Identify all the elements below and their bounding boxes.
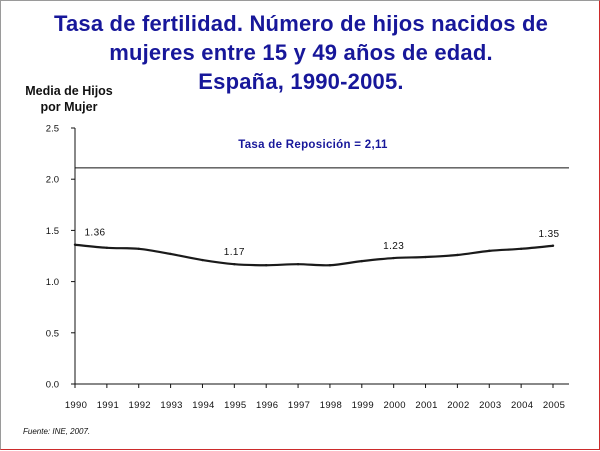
x-tick-label: 1992 [129, 400, 151, 411]
x-tick-label: 1996 [256, 400, 278, 411]
y-axis-label-line-2: por Mujer [40, 100, 98, 114]
chart-title: Tasa de fertilidad. Número de hijos naci… [1, 9, 600, 96]
x-tick-label: 1993 [160, 400, 182, 411]
chart-title-line-2: mujeres entre 15 y 49 años de edad. [109, 40, 493, 65]
y-tick-label: 0.0 [46, 380, 59, 391]
data-point [105, 246, 109, 250]
y-tick-label: 1.0 [46, 277, 59, 288]
data-label: 1.35 [538, 229, 559, 240]
chart-title-line-3: España, 1990-2005. [198, 69, 404, 94]
x-tick-label: 1998 [320, 400, 342, 411]
x-tick-label: 2005 [543, 400, 565, 411]
source-note: Fuente: INE, 2007. [23, 427, 91, 436]
x-tick-label: 1995 [224, 400, 246, 411]
data-point [265, 264, 268, 267]
data-point [296, 262, 300, 266]
data-label: 1.23 [383, 241, 404, 252]
data-point [73, 243, 77, 246]
data-point [551, 244, 555, 247]
x-tick-label: 2001 [415, 400, 437, 411]
x-tick-label: 2002 [447, 400, 469, 411]
x-tick-label: 1990 [65, 400, 87, 411]
y-tick-label: 0.5 [46, 328, 59, 339]
x-tick-label: 1994 [192, 400, 214, 411]
data-point [456, 253, 459, 257]
x-tick-label: 2000 [383, 400, 405, 411]
x-tick-label: 1997 [288, 400, 310, 411]
data-point [201, 258, 204, 262]
y-axis-label-line-1: Media de Hijos [25, 84, 113, 98]
x-tick-label: 1999 [352, 400, 374, 411]
data-label: 1.17 [224, 247, 245, 258]
y-tick-label: 1.5 [46, 226, 59, 237]
replacement-rate-label: Tasa de Reposición = 2,11 [238, 139, 388, 151]
y-tick-label: 2.0 [46, 175, 59, 186]
y-tick-label: 2.5 [46, 124, 59, 135]
x-tick-label: 1991 [97, 400, 119, 411]
data-point [424, 255, 427, 259]
data-point [488, 249, 491, 253]
data-point [137, 247, 140, 251]
fertility-series-line [74, 243, 554, 267]
chart-title-line-1: Tasa de fertilidad. Número de hijos naci… [53, 11, 549, 36]
x-tick-label: 2004 [511, 400, 533, 411]
data-label: 1.36 [84, 228, 105, 239]
data-point [519, 247, 523, 251]
data-point [233, 262, 236, 266]
y-axis-label: Media de Hijos por Mujer [9, 83, 129, 115]
x-tick-label: 2003 [479, 400, 501, 411]
data-point [169, 252, 172, 256]
data-point [392, 256, 395, 260]
data-point [360, 259, 363, 263]
data-point [328, 264, 332, 267]
